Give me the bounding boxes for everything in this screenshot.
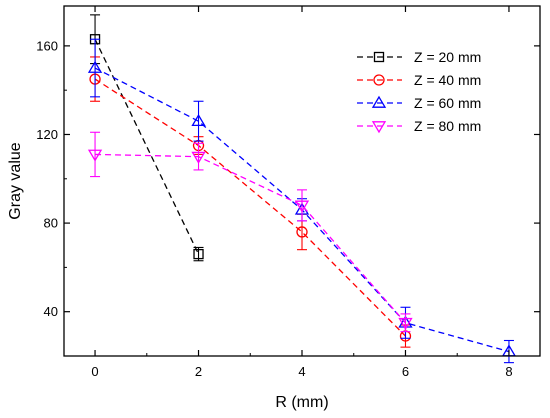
legend-entry: Z = 80 mm [357, 118, 481, 134]
series-4 [87, 131, 413, 333]
legend-entry: Z = 60 mm [357, 95, 481, 111]
data-point [294, 200, 310, 213]
x-tick-label: 4 [298, 364, 305, 379]
legend-label: Z = 40 mm [414, 72, 481, 88]
y-tick-label: 80 [44, 216, 58, 231]
legend-marker [373, 74, 385, 86]
x-tick-label: 2 [195, 364, 202, 379]
legend-marker [373, 51, 385, 63]
series-line [94, 38, 200, 255]
legend-label: Z = 60 mm [414, 95, 481, 111]
series-line [95, 153, 406, 324]
data-point [296, 226, 308, 238]
x-tick-label: 8 [505, 364, 512, 379]
x-axis-title: R (mm) [275, 394, 328, 411]
y-tick-label: 120 [36, 127, 58, 142]
series-line [94, 78, 406, 337]
legend-marker [371, 121, 387, 134]
series-1 [89, 14, 204, 262]
data-point [193, 248, 204, 260]
data-point [87, 60, 103, 73]
data-point [191, 113, 206, 127]
x-tick-label: 6 [402, 364, 409, 379]
legend-entry: Z = 40 mm [357, 72, 481, 88]
legend-entry: Z = 20 mm [357, 49, 481, 65]
y-tick-label: 160 [36, 38, 58, 53]
legend-marker [371, 95, 387, 108]
y-axis-title: Gray value [7, 142, 24, 219]
data-point [191, 151, 206, 164]
data-point [398, 317, 413, 331]
legend-label: Z = 80 mm [414, 118, 481, 134]
data-point [87, 149, 103, 162]
x-tick-label: 0 [91, 364, 98, 379]
y-tick-label: 40 [44, 304, 58, 319]
series-2 [89, 56, 412, 348]
legend-label: Z = 20 mm [414, 49, 481, 65]
